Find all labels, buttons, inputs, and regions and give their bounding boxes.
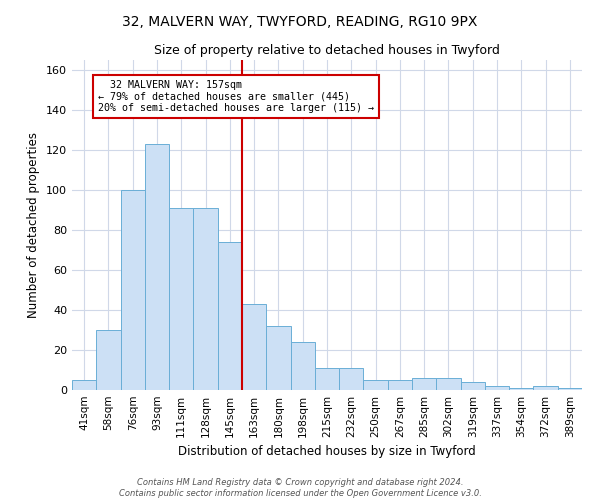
Bar xyxy=(290,342,315,390)
Bar xyxy=(121,190,145,390)
Bar xyxy=(242,304,266,390)
Text: 32 MALVERN WAY: 157sqm
← 79% of detached houses are smaller (445)
20% of semi-de: 32 MALVERN WAY: 157sqm ← 79% of detached… xyxy=(97,80,373,113)
Bar xyxy=(485,386,509,390)
Bar xyxy=(339,368,364,390)
Bar xyxy=(266,326,290,390)
Bar xyxy=(533,386,558,390)
Text: Contains HM Land Registry data © Crown copyright and database right 2024.
Contai: Contains HM Land Registry data © Crown c… xyxy=(119,478,481,498)
Bar xyxy=(193,208,218,390)
Bar xyxy=(509,388,533,390)
Bar xyxy=(315,368,339,390)
Bar xyxy=(436,378,461,390)
Bar xyxy=(461,382,485,390)
X-axis label: Distribution of detached houses by size in Twyford: Distribution of detached houses by size … xyxy=(178,446,476,458)
Bar xyxy=(145,144,169,390)
Bar xyxy=(218,242,242,390)
Bar xyxy=(364,380,388,390)
Title: Size of property relative to detached houses in Twyford: Size of property relative to detached ho… xyxy=(154,44,500,58)
Bar xyxy=(388,380,412,390)
Bar xyxy=(558,388,582,390)
Bar xyxy=(72,380,96,390)
Bar xyxy=(96,330,121,390)
Y-axis label: Number of detached properties: Number of detached properties xyxy=(28,132,40,318)
Bar xyxy=(169,208,193,390)
Bar xyxy=(412,378,436,390)
Text: 32, MALVERN WAY, TWYFORD, READING, RG10 9PX: 32, MALVERN WAY, TWYFORD, READING, RG10 … xyxy=(122,15,478,29)
